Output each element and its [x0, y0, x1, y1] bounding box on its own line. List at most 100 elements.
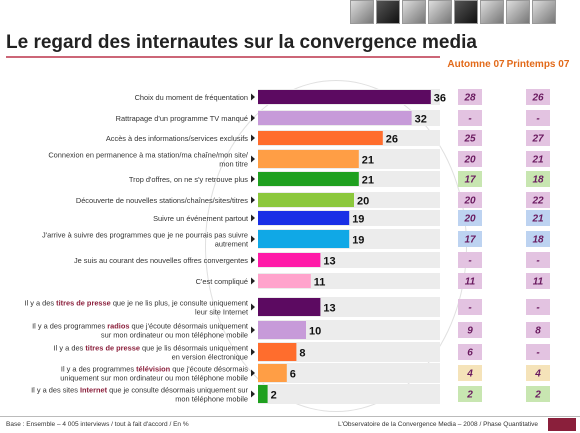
label-arrow-icon: [251, 196, 255, 204]
autumn-value-box: [458, 130, 482, 146]
autumn-value: 20: [463, 196, 476, 207]
spring-value: 18: [532, 175, 544, 186]
spring-value-box: [526, 110, 550, 126]
bar: [258, 298, 321, 316]
autumn-value: -: [468, 256, 472, 267]
spring-value: 21: [531, 214, 544, 225]
category-label: Je suis au courant des nouvelles offres …: [74, 256, 248, 265]
bar-value: 10: [309, 326, 321, 338]
autumn-value-box: [458, 299, 482, 315]
label-arrow-icon: [251, 348, 255, 356]
autumn-value: 2: [466, 390, 473, 401]
autumn-value: 9: [467, 326, 473, 337]
label-arrow-icon: [251, 369, 255, 377]
spring-value-box: [526, 130, 550, 146]
category-label: leur site Internet: [195, 308, 248, 317]
bar: [258, 150, 359, 168]
bar-value: 11: [314, 277, 326, 289]
label-arrow-icon: [251, 114, 255, 122]
bar-value: 21: [362, 155, 374, 167]
category-label: mon titre: [219, 160, 248, 169]
autumn-value-box: [458, 365, 482, 381]
label-arrow-icon: [251, 155, 255, 163]
category-label: Il y a des titres de presse que je ne li…: [24, 299, 248, 308]
category-label: Rattrapage d'un programme TV manqué: [116, 114, 248, 123]
bar: [258, 131, 383, 145]
spring-value: 27: [531, 134, 544, 145]
bar-value: 6: [290, 369, 296, 381]
label-arrow-icon: [251, 134, 255, 142]
autumn-value-box: [458, 151, 482, 167]
spring-value: 8: [535, 326, 541, 337]
logo: [548, 418, 576, 431]
thumbnail-image: [428, 0, 452, 24]
category-label: Trop d'offres, on ne s'y retrouve plus: [129, 175, 248, 184]
spring-value-box: [526, 299, 550, 315]
category-label: Accès à des informations/services exclus…: [106, 134, 248, 143]
category-label: Connexion en permanence à ma station/ma …: [48, 151, 249, 160]
thumbnail-image: [376, 0, 400, 24]
autumn-value: 17: [464, 235, 476, 246]
category-label: autrement: [215, 240, 248, 249]
bar: [258, 172, 359, 186]
label-arrow-icon: [251, 303, 255, 311]
bar-value: 19: [352, 235, 364, 247]
autumn-value-box: [458, 192, 482, 208]
header-thumbnails: [350, 0, 580, 26]
bar-value: 20: [357, 196, 369, 208]
autumn-value: 25: [463, 134, 476, 145]
bar: [258, 253, 321, 267]
label-arrow-icon: [251, 93, 255, 101]
autumn-value-box: [458, 322, 482, 338]
spring-value: 2: [534, 390, 541, 401]
bar-value: 21: [362, 175, 374, 187]
category-label: Suivre un événement partout: [153, 214, 248, 223]
autumn-value: 28: [463, 93, 476, 104]
spring-value: 22: [531, 196, 544, 207]
spring-value-box: [526, 322, 550, 338]
autumn-value-box: [458, 171, 482, 187]
autumn-value: -: [468, 303, 472, 314]
bar: [258, 193, 354, 207]
category-label: mon téléphone mobile: [175, 395, 248, 404]
thumbnail-image: [506, 0, 530, 24]
autumn-value-box: [458, 386, 482, 402]
bar: [258, 90, 431, 104]
page-title: Le regard des internautes sur la converg…: [6, 32, 477, 53]
autumn-value: 11: [465, 277, 476, 288]
bar: [258, 385, 268, 403]
category-label: C'est compliqué: [196, 277, 248, 286]
autumn-value: -: [468, 114, 472, 125]
column-header-spring: Printemps 07: [506, 59, 570, 70]
thumbnail-image: [350, 0, 374, 24]
spring-value: 4: [534, 369, 541, 380]
spring-value: -: [536, 256, 540, 267]
thumbnail-image: [454, 0, 478, 24]
category-label: J'arrive à suivre des programmes que je …: [42, 231, 248, 240]
label-arrow-icon: [251, 214, 255, 222]
footer-base: Base : Ensemble – 4 005 interviews / tou…: [6, 421, 189, 428]
bar-value: 36: [434, 93, 446, 105]
category-label: uniquement sur mon ordinateur ou mon tél…: [60, 374, 248, 383]
category-label: Il y a des sites Internet que je consult…: [31, 386, 248, 395]
footer-divider: [0, 416, 580, 417]
thumbnail-image: [402, 0, 426, 24]
spring-value: 11: [533, 277, 544, 288]
thumbnail-image: [532, 0, 556, 24]
category-label: Il y a des programmes télévision que j'é…: [61, 365, 248, 374]
autumn-value-box: [458, 252, 482, 268]
autumn-value-box: [458, 344, 482, 360]
spring-value-box: [526, 252, 550, 268]
category-label: Il y a des programmes radios que j'écout…: [32, 322, 248, 331]
spring-value-box: [526, 365, 550, 381]
bar: [258, 111, 412, 125]
label-arrow-icon: [251, 256, 255, 264]
autumn-value: 20: [463, 214, 476, 225]
autumn-value-box: [458, 210, 482, 226]
category-label: Il y a des titres de presse que je lis d…: [54, 344, 248, 353]
category-label: Choix du moment de fréquentation: [135, 93, 248, 102]
footer-source: L'Observatoire de la Convergence Media –…: [338, 421, 538, 428]
spring-value-box: [526, 151, 550, 167]
bar: [258, 364, 287, 382]
